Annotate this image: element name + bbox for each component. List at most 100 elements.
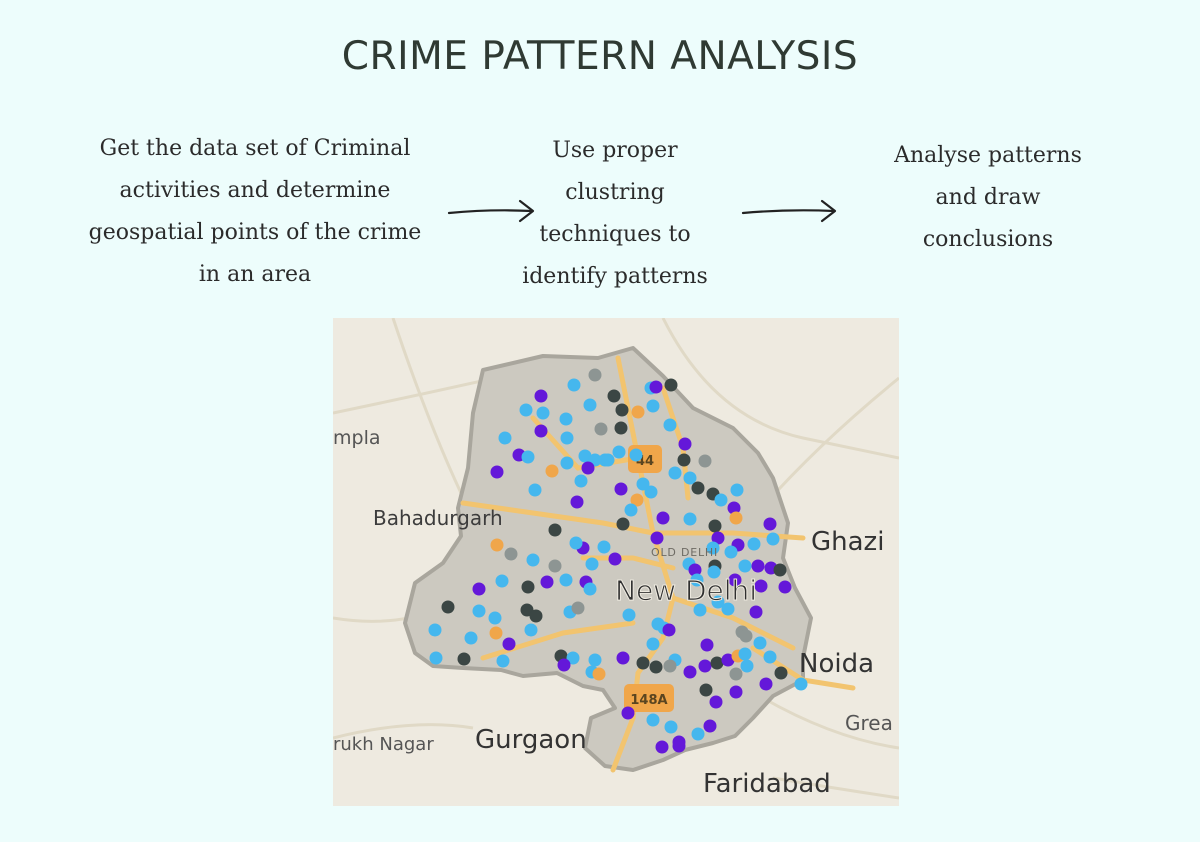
crime-point [794,677,808,691]
crime-point [650,531,664,545]
crime-point [429,651,443,665]
crime-point [714,493,728,507]
crime-point [636,656,650,670]
crime-point [703,719,717,733]
crime-point [683,512,697,526]
crime-point [588,368,602,382]
faridabad-label: Faridabad [703,769,831,799]
crime-point [763,517,777,531]
bahadurgarh-label: Bahadurgarh [373,506,503,530]
crime-point [721,653,735,667]
crime-point [616,651,630,665]
crime-point [570,495,584,509]
crime-point [521,450,535,464]
crime-point [616,517,630,531]
crime-point [464,631,478,645]
sampla-label: mpla [333,427,381,449]
crime-point [504,547,518,561]
ghazi-label: Ghazi [811,527,884,557]
crime-point [534,389,548,403]
crime-point [631,405,645,419]
crime-point [529,609,543,623]
crime-point [683,471,697,485]
crime-point [751,559,765,573]
old-delhi-label: OLD DELHI [651,546,718,559]
crime-point [672,739,686,753]
crime-point [588,653,602,667]
crime-point [711,595,725,609]
crime-point [724,545,738,559]
crime-point [709,695,723,709]
crime-point [668,466,682,480]
step-clustering: Use proper clustring techniques to ident… [485,130,745,298]
crime-point [774,666,788,680]
step-conclusions: Analyse patterns and draw conclusions [858,135,1118,261]
crime-point [472,582,486,596]
crime-point [747,537,761,551]
crime-point [569,536,583,550]
crime-point [655,740,669,754]
crime-point [700,638,714,652]
step-text-line: Get the data set of Criminal [99,136,411,161]
crime-point [739,629,753,643]
crime-point [607,389,621,403]
crime-point [441,600,455,614]
crime-point [612,445,626,459]
crime-point [710,656,724,670]
crime-point [548,559,562,573]
gurgaon-label: Gurgaon [475,725,587,755]
crime-point [581,461,595,475]
crime-point [498,431,512,445]
crime-point [601,453,615,467]
crime-point [698,454,712,468]
crime-point [630,493,644,507]
crime-point [646,399,660,413]
crime-point [711,531,725,545]
crime-point [490,538,504,552]
crime-point [656,511,670,525]
crime-point [534,424,548,438]
crime-point [636,477,650,491]
crime-point [526,553,540,567]
crime-point [583,582,597,596]
crime-point [754,579,768,593]
page-title: CRIME PATTERN ANALYSIS [341,34,859,79]
crime-point [646,637,660,651]
crime-point [608,552,622,566]
step-text-line: geospatial points of the crime [88,220,422,245]
crime-point [706,541,720,555]
crime-point [559,573,573,587]
crime-point [488,611,502,625]
crime-point [693,603,707,617]
new-delhi-label: New Delhi [615,574,757,607]
crime-point [578,449,592,463]
crime-point [690,573,704,587]
crime-point [495,574,509,588]
crime-point [698,659,712,673]
crime-point [740,659,754,673]
crime-point [721,602,735,616]
crime-point [678,437,692,451]
crime-point [664,720,678,734]
crime-point [664,378,678,392]
crime-point [738,559,752,573]
crime-point [489,626,503,640]
crime-point [778,580,792,594]
crime-points [428,368,808,754]
step-text-line: conclusions [922,227,1054,252]
crime-point [649,660,663,674]
crime-point [519,403,533,417]
crime-point [727,501,741,515]
highway-shield-148a-label: 148A [630,693,667,708]
crime-point [759,677,773,691]
greater-label: Grea [845,711,893,735]
step-text-line: Use proper [552,138,678,163]
crime-point [691,727,705,741]
crime-point [428,623,442,637]
crime-point [708,519,722,533]
crime-point [621,706,635,720]
crime-point [644,485,658,499]
step-text-line: identify patterns [522,264,708,289]
crime-point [730,483,744,497]
farrukh-nagar-label: rukh Nagar [333,734,434,755]
